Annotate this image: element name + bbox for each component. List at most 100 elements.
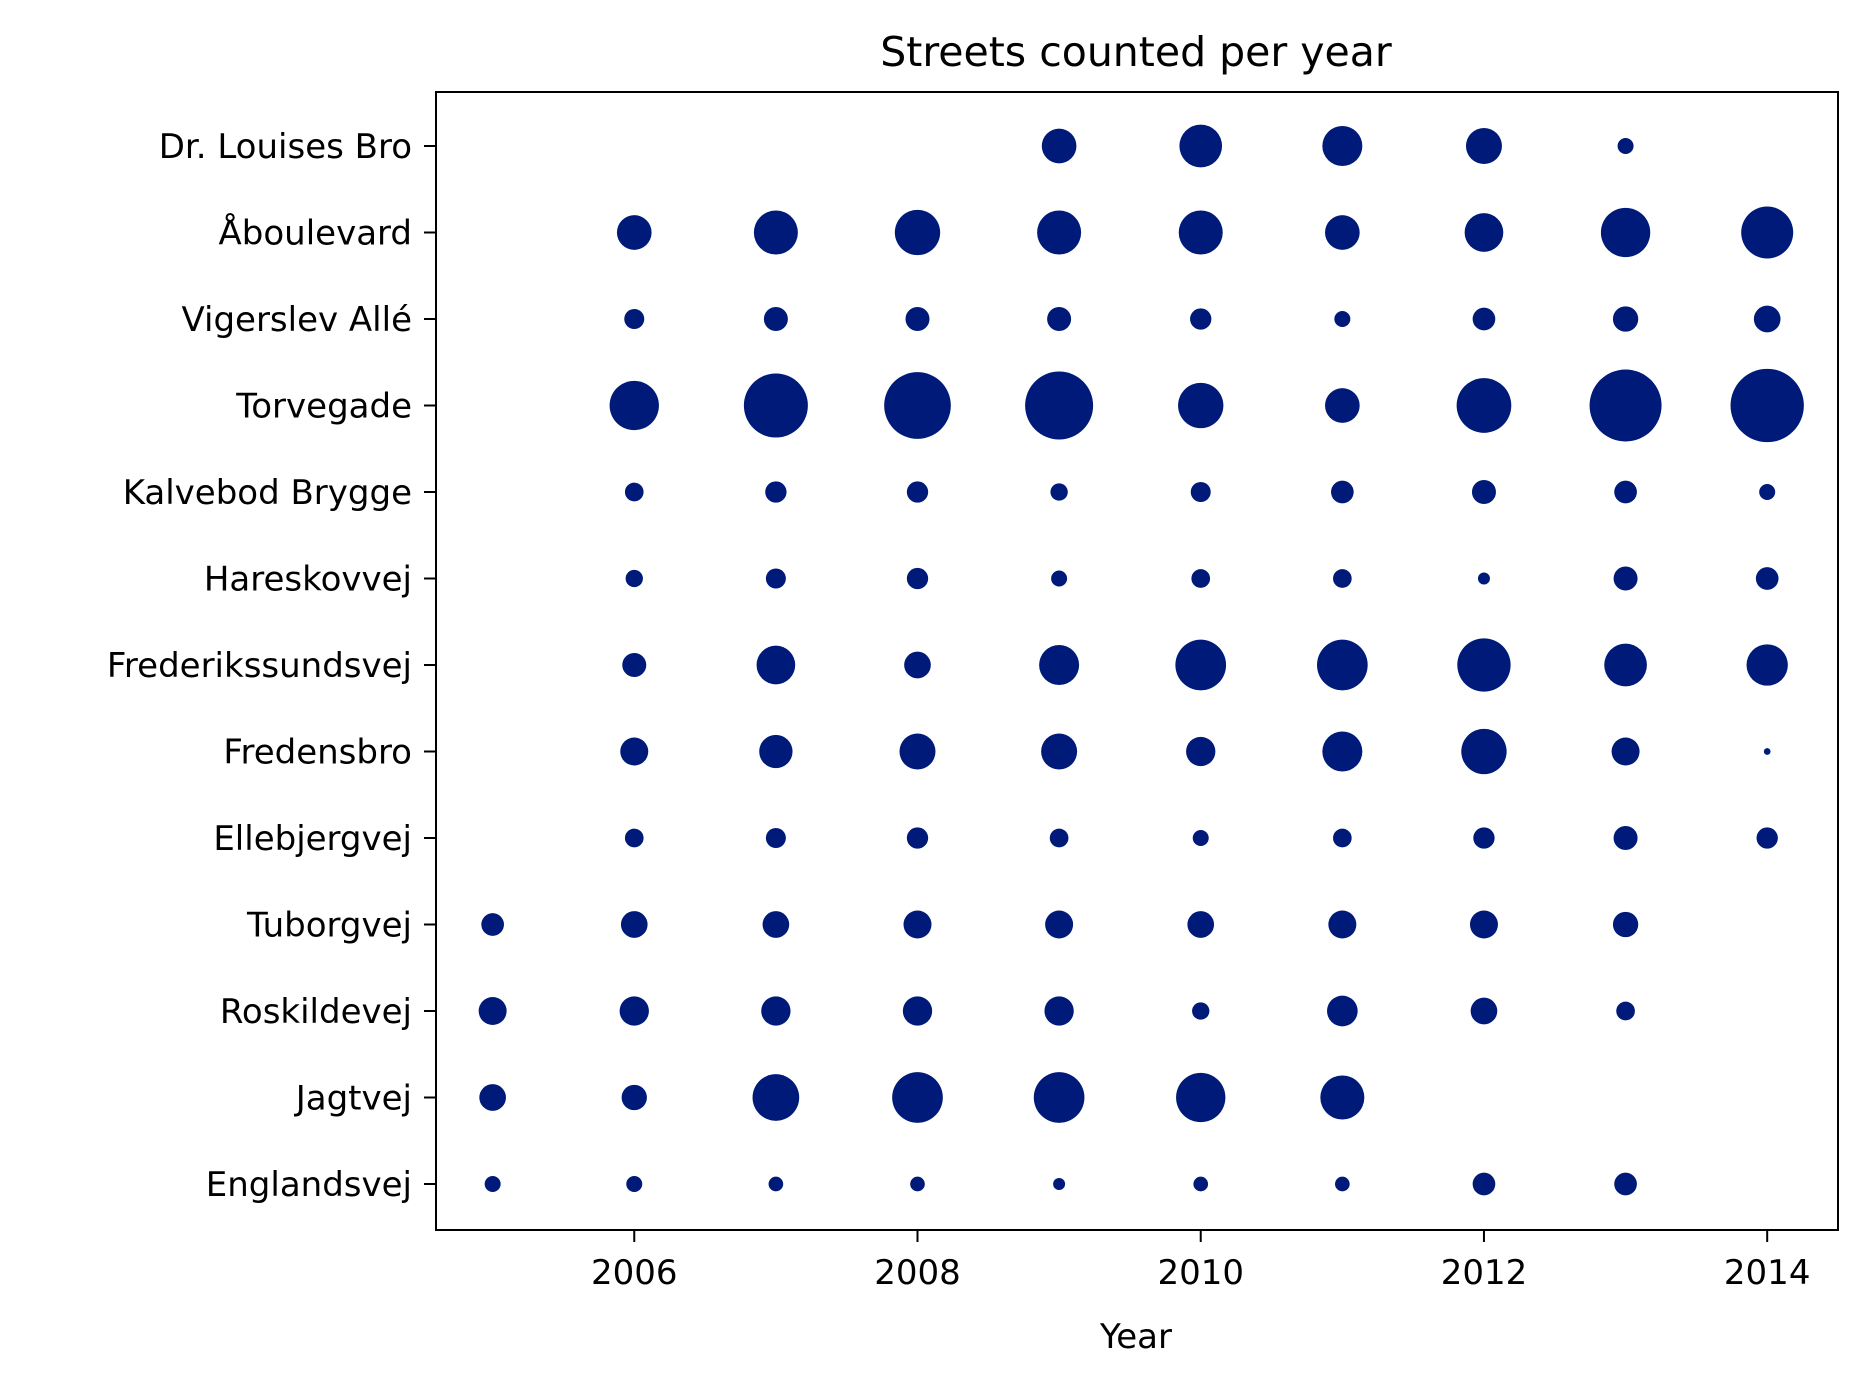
bubble-markers xyxy=(478,124,1804,1196)
bubble-marker xyxy=(1047,307,1072,331)
bubble-marker xyxy=(906,481,929,503)
bubble-marker xyxy=(1755,567,1779,590)
bubble-marker xyxy=(904,651,931,679)
bubble-marker xyxy=(1335,1176,1350,1192)
bubble-marker xyxy=(620,737,649,766)
bubble-marker xyxy=(1472,1172,1496,1196)
bubble-marker xyxy=(624,482,644,502)
bubble-marker xyxy=(1025,371,1094,440)
bubble-marker xyxy=(484,1176,501,1192)
bubble-marker xyxy=(1471,480,1496,504)
bubble-marker xyxy=(1616,1001,1635,1021)
bubble-marker xyxy=(1179,124,1223,168)
bubble-marker xyxy=(1741,206,1794,259)
bubble-marker xyxy=(1589,369,1662,442)
bubble-marker xyxy=(894,209,941,256)
bubble-marker xyxy=(892,1072,943,1123)
bubble-marker xyxy=(1763,748,1771,755)
bubble-marker xyxy=(759,734,793,769)
bubble-marker xyxy=(620,911,648,938)
bubble-marker xyxy=(1465,128,1502,164)
bubble-marker xyxy=(1178,382,1224,429)
bubble-marker xyxy=(616,215,652,250)
bubble-marker xyxy=(1613,826,1638,850)
bubble-marker xyxy=(609,380,659,431)
bubble-marker xyxy=(621,1084,647,1111)
y-tick-label: Vigerslev Allé xyxy=(181,300,412,340)
bubble-marker xyxy=(752,1074,800,1121)
y-tick-label: Jagtvej xyxy=(294,1079,412,1119)
bubble-marker xyxy=(1192,1002,1210,1020)
bubble-marker xyxy=(1325,215,1360,250)
y-tick-label: Dr. Louises Bro xyxy=(159,127,412,167)
bubble-marker xyxy=(1730,368,1804,443)
bubble-marker xyxy=(479,1084,506,1111)
bubble-marker xyxy=(1461,728,1507,775)
bubble-marker xyxy=(1746,644,1788,686)
bubble-marker xyxy=(1175,639,1227,691)
bubble-marker xyxy=(1044,996,1074,1026)
bubble-marker xyxy=(1191,569,1211,588)
bubble-marker xyxy=(1477,572,1490,585)
bubble-marker xyxy=(1192,830,1209,846)
bubble-marker xyxy=(1614,1172,1637,1196)
bubble-marker xyxy=(765,481,787,503)
bubble-marker xyxy=(743,373,808,438)
y-tick-label: Torvegade xyxy=(235,387,412,427)
bubble-marker xyxy=(1470,997,1498,1025)
bubble-marker xyxy=(753,210,798,255)
bubble-marker xyxy=(1320,1075,1365,1120)
bubble-marker xyxy=(762,911,790,938)
bubble-marker xyxy=(1331,480,1354,504)
bubble-marker xyxy=(884,372,951,439)
bubble-marker xyxy=(1325,388,1360,423)
bubble-marker xyxy=(1473,827,1495,849)
bubble-marker xyxy=(902,996,933,1026)
bubble-marker xyxy=(1334,311,1351,327)
bubble-marker xyxy=(906,567,929,590)
bubble-marker xyxy=(1611,737,1640,766)
bubble-marker xyxy=(903,910,932,939)
bubble-marker xyxy=(1051,570,1068,587)
bubble-marker xyxy=(1322,731,1363,772)
y-tick-label: Hareskovvej xyxy=(204,560,412,600)
bubble-marker xyxy=(1600,207,1651,258)
bubble-marker xyxy=(1617,138,1634,154)
bubble-marker xyxy=(1333,828,1352,848)
bubble-marker xyxy=(1041,733,1078,770)
y-tick-label: Englandsvej xyxy=(206,1165,412,1205)
y-tick-label: Fredensbro xyxy=(223,733,412,773)
y-axis: Englandsvej Jagtvej Roskildevej Tuborgvej El… xyxy=(107,127,436,1205)
bubble-marker xyxy=(1469,910,1498,939)
bubble-marker xyxy=(481,913,504,936)
chart-title: Streets counted per year xyxy=(880,28,1392,76)
bubble-marker xyxy=(1187,911,1215,938)
bubble-marker xyxy=(622,653,647,677)
bubble-marker xyxy=(899,733,936,770)
bubble-marker xyxy=(1756,827,1778,849)
y-tick-label: Ellebjergvej xyxy=(213,819,412,859)
bubble-marker xyxy=(1190,308,1212,330)
y-tick-label: Åboulevard xyxy=(219,213,412,254)
x-tick-label: 2010 xyxy=(1157,1253,1244,1293)
y-tick-label: Frederikssundsvej xyxy=(107,646,412,686)
bubble-marker xyxy=(1604,643,1647,687)
bubble-marker xyxy=(1613,566,1638,591)
bubble-marker xyxy=(1472,307,1496,331)
bubble-marker xyxy=(1033,1072,1085,1123)
bubble-marker xyxy=(1190,482,1211,502)
bubble-marker xyxy=(1322,126,1363,166)
bubble-marker xyxy=(768,1176,784,1192)
bubble-marker xyxy=(626,1176,643,1192)
y-tick-label: Kalvebod Brygge xyxy=(123,473,412,513)
x-tick-label: 2006 xyxy=(591,1253,678,1293)
x-tick-label: 2008 xyxy=(874,1253,961,1293)
bubble-marker xyxy=(905,307,930,331)
bubble-marker xyxy=(1457,638,1511,692)
bubble-marker xyxy=(1753,305,1781,333)
bubble-marker xyxy=(1333,569,1352,588)
bubble-marker xyxy=(1327,995,1358,1027)
bubble-marker xyxy=(1759,484,1776,500)
